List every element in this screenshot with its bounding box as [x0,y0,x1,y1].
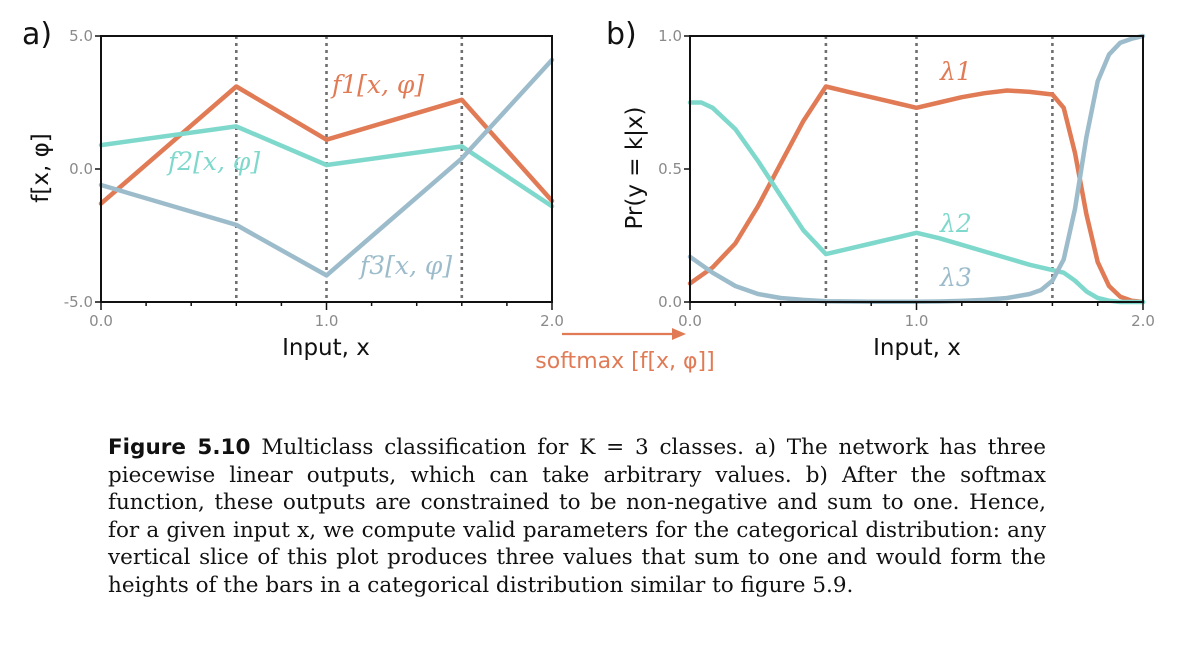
panel-a-series-2-line [98,124,555,209]
panel-b-ytick-label-2: 1.0 [658,27,682,45]
softmax-arrow [562,328,686,340]
arrow-head [672,328,686,340]
panel-b-ylabel: Pr(y = k|x) [622,106,648,229]
caption-text: Multiclass classification for K = 3 clas… [108,435,1046,598]
caption-label: Figure 5.10 [108,435,251,460]
series-label-f3: f3[x, φ] [358,251,452,280]
series-label-f1: f1[x, φ] [330,70,424,99]
panel-b-xtick-label-1: 1.0 [905,312,929,330]
panel-b-letter: b) [606,17,637,52]
panel-b-series-2-line [687,100,1146,305]
panel-b-series-3-line [687,33,1146,304]
figure-canvas: -5.00.05.00.0 1.0 2.0 0.00.51.00.0 1.0 2.0 a… [22,17,1155,374]
panel-a-xtick-label-2: 2.0 [540,312,564,330]
panel-a-series-3-line [98,57,555,278]
series-label-f2: f2[x, φ] [166,147,260,176]
panel-a-letter: a) [22,17,52,52]
panel-a-ylabel: f[x, φ] [28,133,54,202]
panel-a-series-1-line [98,84,555,206]
figure-caption: Figure 5.10 Multiclass classification fo… [108,434,1046,599]
softmax-label: softmax [f[x, φ]] [535,349,714,374]
panel-a-xlabel: Input, x [282,335,370,361]
panel-a-xtick-label-1: 1.0 [315,312,339,330]
panel-a-xtick-label-0: 0.0 [89,312,113,330]
panel-b-xtick-label-0: 0.0 [678,312,702,330]
series-label-lambda3: λ3 [939,263,972,292]
panel-b-xlabel: Input, x [873,335,961,361]
panel-a-ytick-label-0: -5.0 [64,293,93,311]
panel-b-chart: 0.0 0.5 1.0 0.0 1.0 2.0 [658,27,1155,330]
panel-b-xtick-label-2: 2.0 [1131,312,1155,330]
series-label-lambda1: λ1 [939,57,972,86]
panel-a-chart: -5.00.05.00.0 1.0 2.0 [64,27,564,330]
panel-b-ytick-label-0: 0.0 [658,293,682,311]
panel-a-ytick-label-2: 5.0 [69,27,93,45]
series-label-lambda2: λ2 [939,209,972,238]
panel-a-ytick-label-1: 0.0 [69,160,93,178]
panel-b-ytick-label-1: 0.5 [658,160,682,178]
panel-b-series-1-line [687,84,1146,305]
